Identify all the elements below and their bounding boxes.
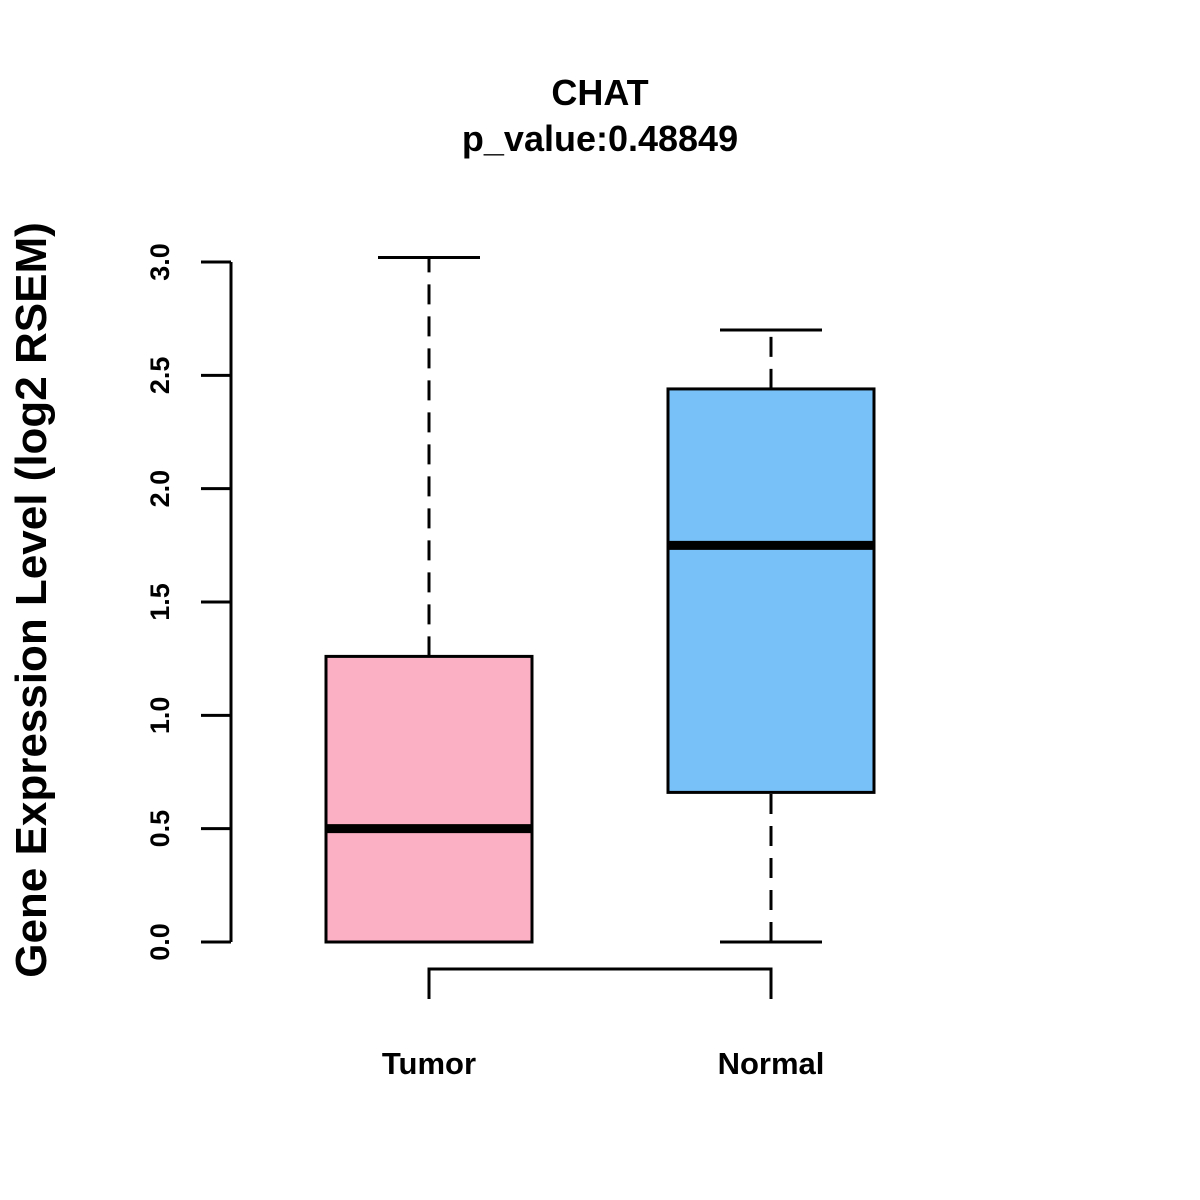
y-tick-label: 1.0 xyxy=(145,697,175,735)
x-category-label: Tumor xyxy=(382,1046,476,1081)
box-tumor xyxy=(324,255,534,944)
boxes xyxy=(324,255,876,944)
chart-title: CHAT xyxy=(551,72,648,113)
x-category-label: Normal xyxy=(718,1046,825,1081)
y-tick-label: 1.5 xyxy=(145,583,175,621)
y-tick-label: 2.5 xyxy=(145,357,175,395)
y-tick-label: 3.0 xyxy=(145,243,175,281)
box-normal xyxy=(666,328,876,944)
bracket-line xyxy=(427,967,773,999)
y-axis-label: Gene Expression Level (log2 RSEM) xyxy=(7,222,56,978)
category-labels: Tumor Normal xyxy=(382,1046,824,1081)
y-axis: 0.0 0.5 1.0 1.5 2.0 2.5 3.0 xyxy=(145,243,233,961)
y-tick-label: 0.0 xyxy=(145,923,175,961)
iqr-box xyxy=(666,387,876,794)
y-tick-label: 2.0 xyxy=(145,470,175,508)
iqr-box xyxy=(324,654,534,944)
chart-subtitle: p_value:0.48849 xyxy=(462,118,738,159)
y-tick-label: 0.5 xyxy=(145,810,175,848)
comparison-bracket xyxy=(427,967,773,999)
